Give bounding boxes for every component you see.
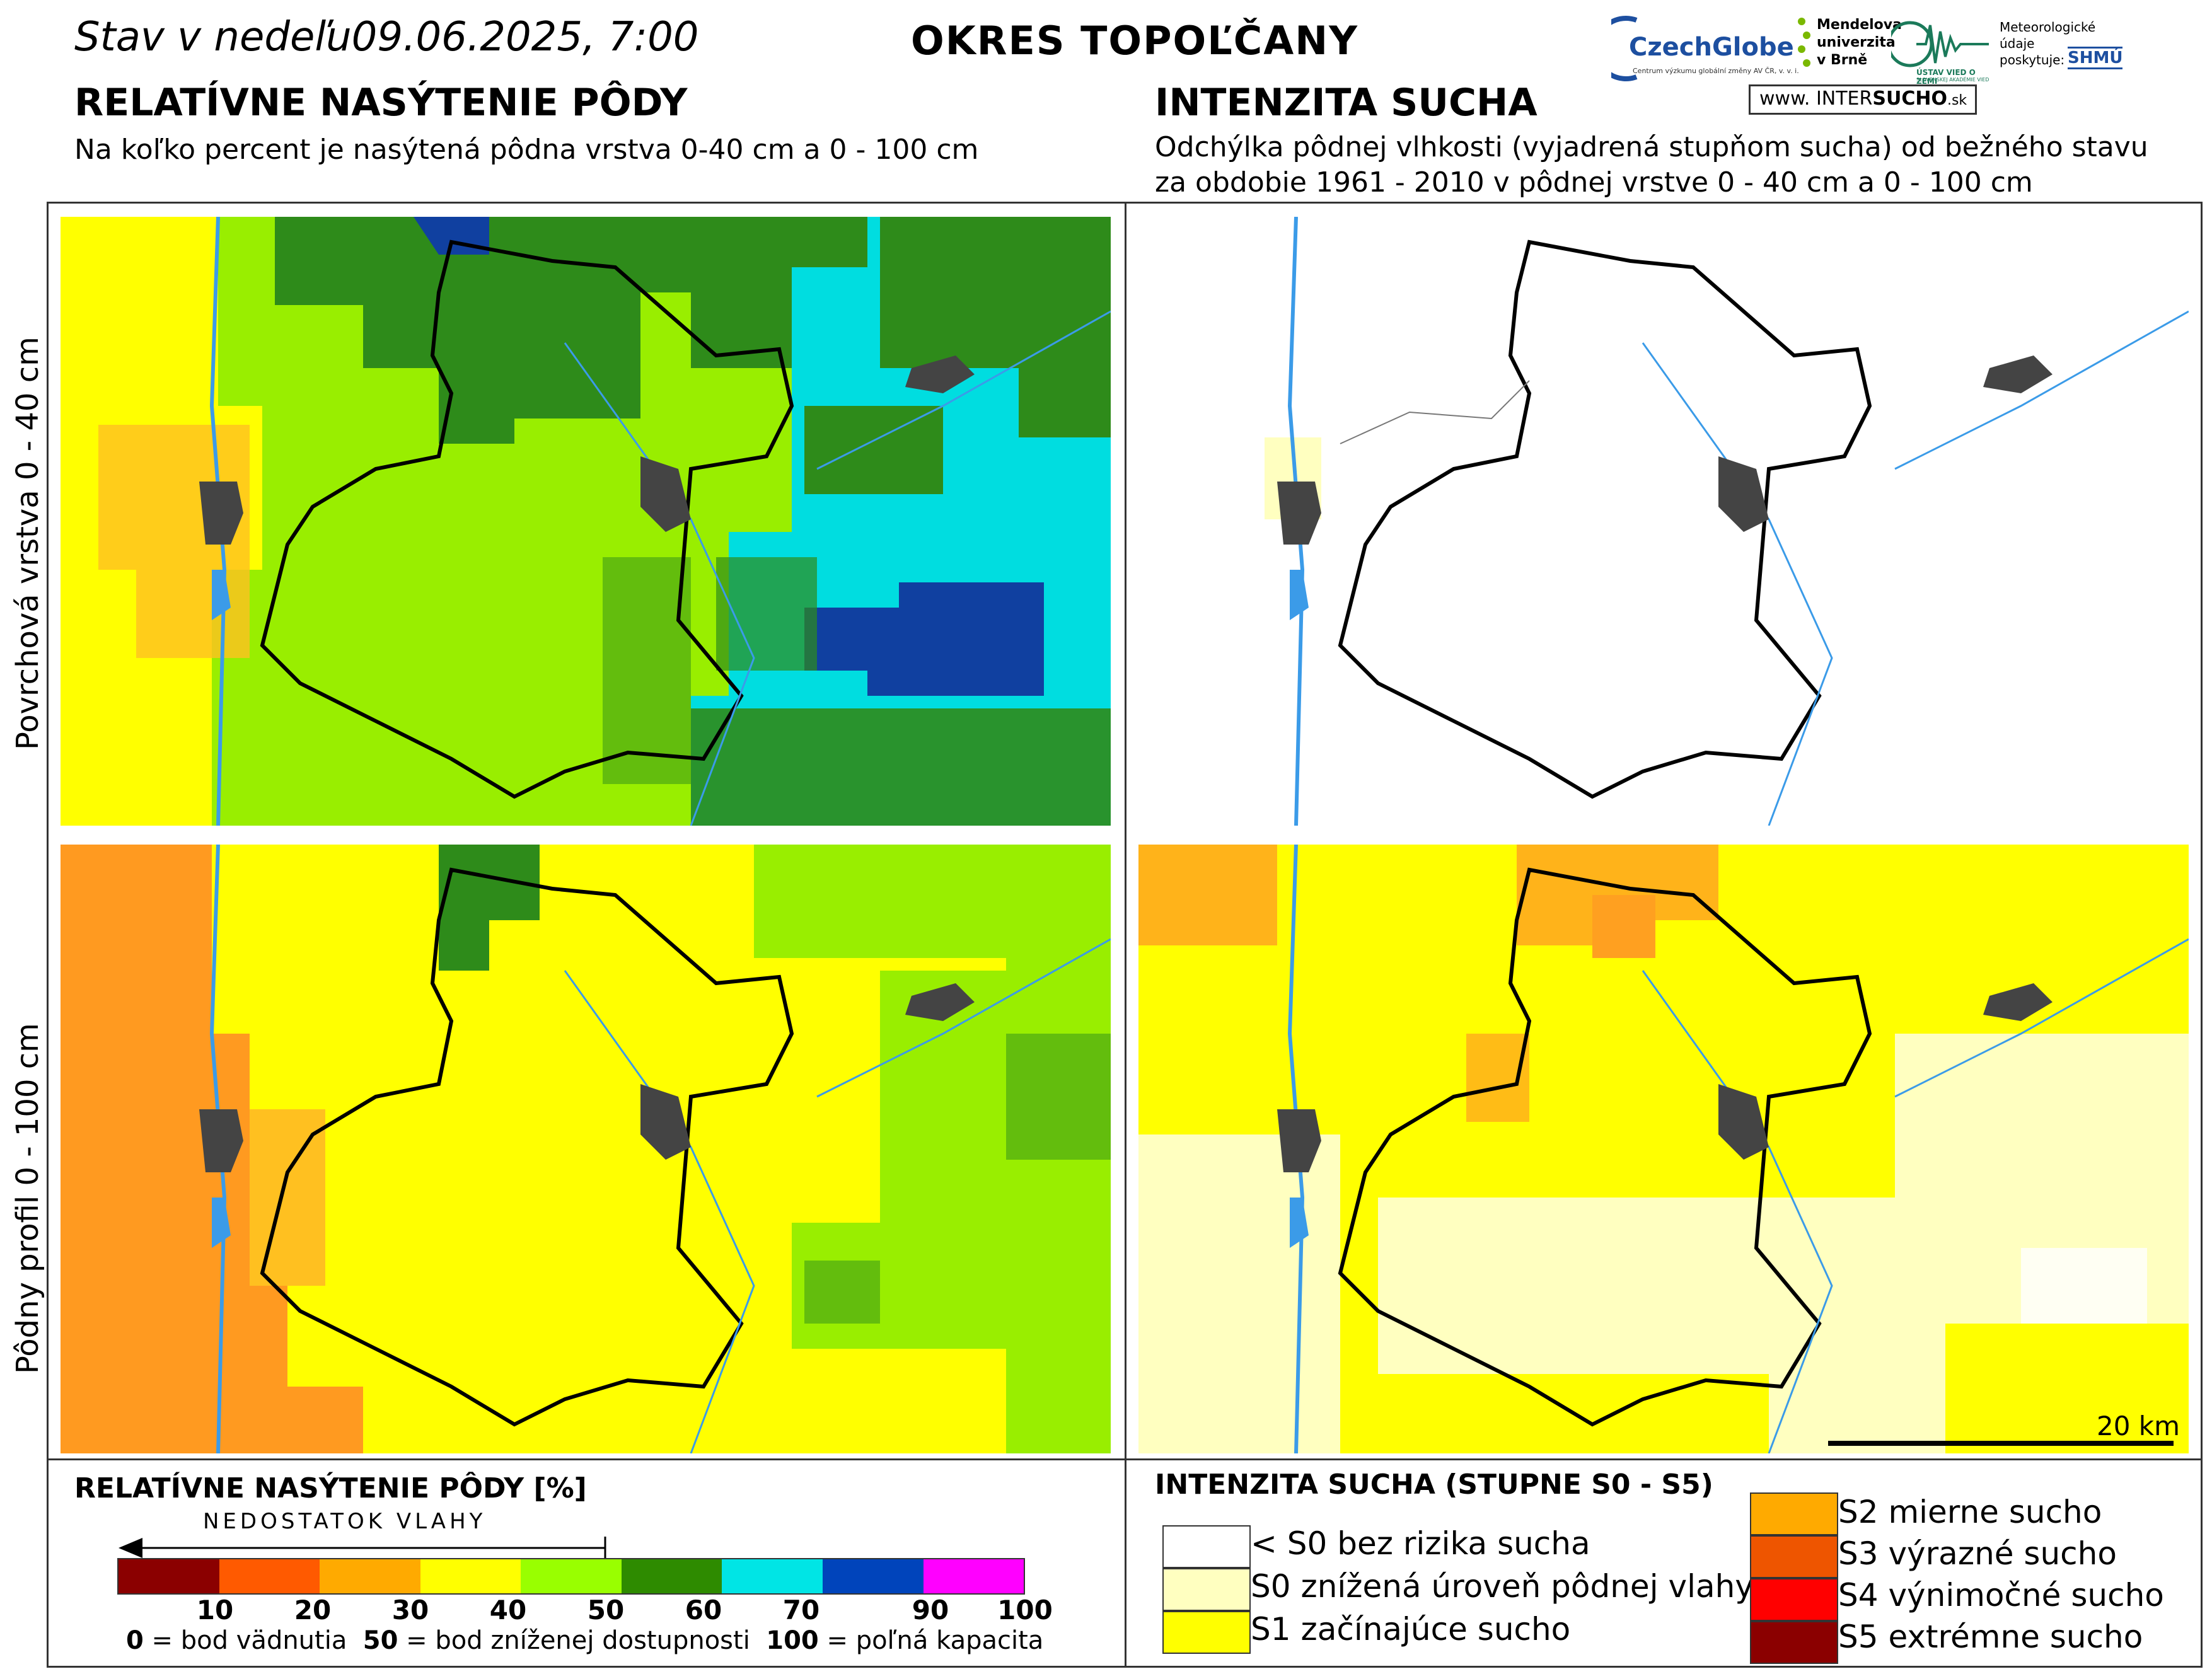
intersucho-logo[interactable]: www. INTERSUCHO.sk (1749, 84, 1977, 115)
note-100-value: 100 (766, 1626, 819, 1655)
intersucho-inter: INTER (1815, 88, 1873, 110)
drought-label-s4: S4 výnimočné sucho (1838, 1577, 2164, 1613)
tick-label: 20 (294, 1595, 332, 1625)
saturation-ticks: 10 20 30 40 50 60 70 90 100 (117, 1595, 1053, 1632)
tick-label: 70 (782, 1595, 820, 1625)
legend-saturation-title: RELATÍVNE NASÝTENIE PÔDY [%] (74, 1472, 587, 1504)
color-swatch-6 (722, 1559, 823, 1593)
legend-drought-title: INTENZITA SUCHA (STUPNE S0 - S5) (1155, 1469, 1713, 1501)
seismograph-icon (1887, 21, 1989, 67)
drought-title: INTENZITA SUCHA (1155, 81, 1537, 125)
scale-bar-label: 20 km (2097, 1411, 2180, 1441)
map-saturation-profile (61, 845, 1111, 1453)
drought-label-s0: S0 znížená úroveň pôdnej vlahy (1251, 1568, 1754, 1605)
color-swatch-7 (822, 1559, 924, 1593)
frame-divider-vertical (1125, 202, 1126, 1668)
czechglobe-logo: CzechGlobe Centrum výzkumu globální změn… (1593, 14, 1799, 83)
mendel-line2: univerzita (1817, 35, 1896, 50)
drought-swatch-none (1162, 1525, 1251, 1568)
uvz-logo: ÚSTAV VIED O ZEMI SLOVENSKEJ AKADÉMIE VI… (1887, 19, 1992, 86)
tick-label: 60 (685, 1595, 722, 1625)
tick-label: 40 (489, 1595, 527, 1625)
intersucho-www: www. (1759, 88, 1810, 110)
mendel-dots-icon (1798, 18, 1810, 67)
drought-subtitle: Odchýlka pôdnej vlhkosti (vyjadrená stup… (1155, 130, 2163, 200)
drought-label-s2: S2 mierne sucho (1838, 1494, 2102, 1530)
drought-swatch-s4 (1750, 1578, 1838, 1621)
map-drought-profile-graphic (1138, 845, 2189, 1453)
color-swatch-1 (219, 1559, 320, 1593)
intersucho-sucho: SUCHO (1872, 88, 1947, 110)
drought-swatch-s2 (1750, 1492, 1838, 1535)
czechglobe-subtext: Centrum výzkumu globální změny AV ČR, v.… (1633, 67, 1799, 75)
note-50-text: = bod zníženej dostupnosti (398, 1626, 767, 1655)
map-saturation-topsoil-graphic (61, 217, 1111, 826)
drought-swatch-s3 (1750, 1535, 1838, 1578)
drought-swatch-s0 (1162, 1568, 1251, 1611)
meteo-line3: poskytuje: (2000, 52, 2065, 67)
drought-subtitle-line1: Odchýlka pôdnej vlhkosti (vyjadrená stup… (1155, 131, 2148, 163)
map-drought-topsoil-graphic (1138, 217, 2189, 826)
tick-label: 90 (912, 1595, 949, 1625)
note-0-text: = bod vädnutia (143, 1626, 363, 1655)
map-drought-topsoil (1138, 217, 2189, 826)
meteo-line1: Meteorologické (2000, 20, 2096, 35)
district-title: OKRES TOPOĽČANY (911, 18, 1359, 64)
shortage-arrow-icon (119, 1537, 606, 1559)
note-0-value: 0 (126, 1626, 144, 1655)
note-50-value: 50 (362, 1626, 398, 1655)
shmu-logo: SHMÚ (2068, 47, 2123, 69)
tick-label: 50 (587, 1595, 625, 1625)
color-swatch-0 (119, 1559, 219, 1593)
row-label-top: Povrchová vrstva 0 - 40 cm (10, 337, 45, 750)
czechglobe-text: CzechGlobe (1629, 33, 1794, 62)
mendel-logo: Mendelova univerzita v Brně (1795, 16, 1902, 86)
saturation-notes: 0 = bod vädnutia 50 = bod zníženej dostu… (126, 1626, 1043, 1655)
drought-label-s5: S5 extrémne sucho (1838, 1619, 2143, 1655)
color-swatch-5 (621, 1559, 722, 1593)
map-drought-profile: 20 km (1138, 845, 2189, 1453)
mendel-line1: Mendelova (1817, 17, 1902, 33)
drought-label-none: < S0 bez rizika sucha (1251, 1525, 1590, 1562)
color-swatch-4 (521, 1559, 622, 1593)
tick-label: 30 (391, 1595, 429, 1625)
meteo-provider: Meteorologické údaje poskytuje: SHMÚ (2000, 19, 2126, 82)
meteo-line2: údaje (2000, 36, 2035, 51)
row-label-bottom: Pôdny profil 0 - 100 cm (10, 1023, 45, 1374)
drought-subtitle-line2: za obdobie 1961 - 2010 v pôdnej vrstve 0… (1155, 166, 2033, 199)
saturation-subtitle: Na koľko percent je nasýtená pôdna vrstv… (74, 134, 979, 166)
color-swatch-3 (420, 1559, 521, 1593)
uvz-text: ÚSTAV VIED O ZEMI (1916, 68, 1976, 86)
saturation-title: RELATÍVNE NASÝTENIE PÔDY (74, 81, 688, 125)
saturation-color-bar (117, 1558, 1025, 1595)
mendel-line3: v Brně (1817, 52, 1868, 68)
date-title: Stav v nedeľu09.06.2025, 7:00 (74, 14, 699, 61)
drought-label-s3: S3 výrazné sucho (1838, 1535, 2117, 1572)
map-saturation-profile-graphic (61, 845, 1111, 1453)
tick-label: 100 (997, 1595, 1053, 1625)
map-saturation-topsoil (61, 217, 1111, 826)
tick-label: 10 (196, 1595, 234, 1625)
drought-swatch-s1 (1162, 1611, 1251, 1654)
uvz-subtext: SLOVENSKEJ AKADÉMIE VIED (1916, 77, 1989, 83)
drought-label-s1: S1 začínajúce sucho (1251, 1611, 1571, 1648)
frame-divider-horizontal (47, 1458, 2203, 1460)
color-swatch-8 (923, 1559, 1024, 1593)
legend-arrow-label: NEDOSTATOK VLAHY (203, 1509, 487, 1534)
note-100-text: = poľná kapacita (818, 1626, 1044, 1655)
intersucho-sk: .sk (1947, 93, 1967, 108)
drought-swatch-s5 (1750, 1621, 1838, 1664)
color-swatch-2 (320, 1559, 420, 1593)
